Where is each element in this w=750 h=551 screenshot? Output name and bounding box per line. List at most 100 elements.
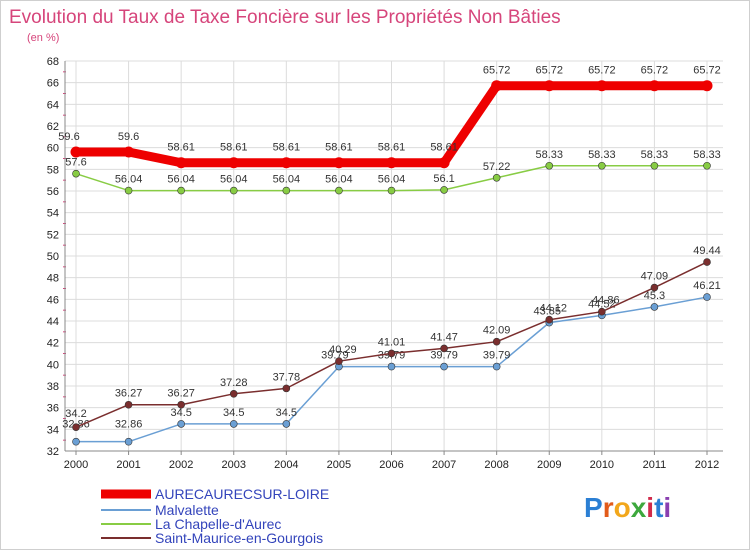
data-point <box>280 157 292 169</box>
x-tick-label: 2009 <box>537 459 561 471</box>
data-label: 47.09 <box>641 271 669 283</box>
data-label: 34.5 <box>276 407 297 419</box>
data-label: 41.47 <box>430 331 458 343</box>
data-label: 43.85 <box>533 306 561 318</box>
data-label: 32.86 <box>115 419 143 431</box>
data-label: 65.72 <box>483 65 511 77</box>
logo-letter: t <box>654 492 663 523</box>
data-label: 49.44 <box>693 245 721 257</box>
legend-label: Malvalette <box>155 502 219 518</box>
y-tick-label: 38 <box>47 381 59 393</box>
x-tick-label: 2004 <box>274 459 298 471</box>
logo-letter: x <box>631 492 647 523</box>
axis-layer: 32 34 36 38 40 42 44 46 48 50 52 54 56 58 60 62 64 66 68 20… <box>47 56 723 471</box>
data-point <box>282 384 291 393</box>
data-label: 58.33 <box>693 149 721 161</box>
data-point <box>440 186 448 194</box>
data-label: 37.78 <box>273 371 301 383</box>
y-tick-label: 62 <box>47 121 59 133</box>
data-point <box>124 186 133 195</box>
data-point <box>440 362 448 371</box>
data-point <box>440 344 448 353</box>
logo-letter: i <box>663 492 671 523</box>
data-point <box>177 400 185 409</box>
data-label: 58.61 <box>430 142 458 154</box>
logo-letter: r <box>603 492 614 523</box>
data-label: 39.79 <box>430 350 458 362</box>
proxiti-logo: Proxiti <box>584 492 671 523</box>
data-point <box>387 349 396 358</box>
y-tick-label: 64 <box>47 99 59 111</box>
data-point <box>648 80 660 92</box>
logo-letter: P <box>584 492 603 523</box>
y-tick-label: 44 <box>47 316 59 328</box>
data-label: 56.04 <box>273 174 301 186</box>
data-label: 65.72 <box>641 65 669 77</box>
data-point <box>387 362 396 371</box>
y-tick-label: 68 <box>47 56 59 68</box>
data-label: 65.72 <box>588 65 616 77</box>
data-point <box>177 186 185 195</box>
data-point <box>650 283 659 292</box>
data-label: 56.04 <box>167 174 195 186</box>
data-point <box>333 157 345 169</box>
series-2: 57.6 56.04 56.04 56.04 56.04 56.04 56.04 56.1 57… <box>65 149 721 195</box>
data-point <box>229 186 238 195</box>
data-label: 58.61 <box>220 142 248 154</box>
x-tick-label: 2005 <box>327 459 351 471</box>
data-label: 56.04 <box>325 174 353 186</box>
y-tick-label: 52 <box>47 229 59 241</box>
data-label: 42.09 <box>483 325 511 337</box>
x-tick-label: 2010 <box>590 459 614 471</box>
y-tick-label: 40 <box>47 359 59 371</box>
data-label: 56.04 <box>115 174 143 186</box>
data-point <box>386 157 397 169</box>
data-label: 45.3 <box>644 290 665 302</box>
y-tick-label: 34 <box>47 424 59 436</box>
data-point <box>282 420 291 428</box>
data-point <box>335 186 343 195</box>
data-point <box>335 357 343 365</box>
chart-title: Evolution du Taux de Taxe Foncière sur l… <box>9 7 561 28</box>
series-3: 34.2 36.27 36.27 37.28 37.78 40.29 41.01 41.47 4… <box>65 245 721 431</box>
data-point <box>124 400 133 409</box>
data-label: 56.1 <box>433 173 454 185</box>
data-label: 65.72 <box>535 65 563 77</box>
y-tick-label: 50 <box>47 251 59 263</box>
data-label: 59.6 <box>118 131 139 143</box>
data-point <box>387 186 396 195</box>
data-point <box>598 307 606 316</box>
data-point <box>650 161 659 170</box>
x-tick-label: 2003 <box>222 459 246 471</box>
x-tick-label: 2008 <box>484 459 508 471</box>
y-tick-label: 58 <box>47 164 59 176</box>
data-point <box>545 315 554 324</box>
x-tick-label: 2001 <box>116 459 140 471</box>
data-point <box>491 80 503 92</box>
data-point <box>596 80 608 92</box>
data-point <box>703 161 711 170</box>
y-tick-label: 48 <box>47 273 59 285</box>
series-0: 59.6 59.6 58.61 58.61 58.61 58.61 58.61 58.61 65… <box>58 65 721 169</box>
data-label: 46.21 <box>693 280 721 292</box>
data-point <box>72 169 80 178</box>
data-point <box>492 362 501 371</box>
data-label: 58.61 <box>273 142 301 154</box>
data-label: 58.33 <box>641 149 669 161</box>
y-tick-label: 54 <box>47 208 59 220</box>
data-point <box>282 186 291 195</box>
data-point <box>229 420 238 428</box>
logo-letter: i <box>646 492 654 523</box>
data-label: 56.04 <box>220 174 248 186</box>
logo-letter: o <box>614 492 631 523</box>
data-point <box>438 157 450 169</box>
data-label: 44.12 <box>539 303 567 315</box>
x-tick-label: 2012 <box>695 459 719 471</box>
x-tick-label: 2006 <box>379 459 403 471</box>
legend-label: Saint-Maurice-en-Gourgois <box>155 530 323 546</box>
data-label: 58.33 <box>588 149 616 161</box>
data-label: 36.27 <box>115 388 143 400</box>
